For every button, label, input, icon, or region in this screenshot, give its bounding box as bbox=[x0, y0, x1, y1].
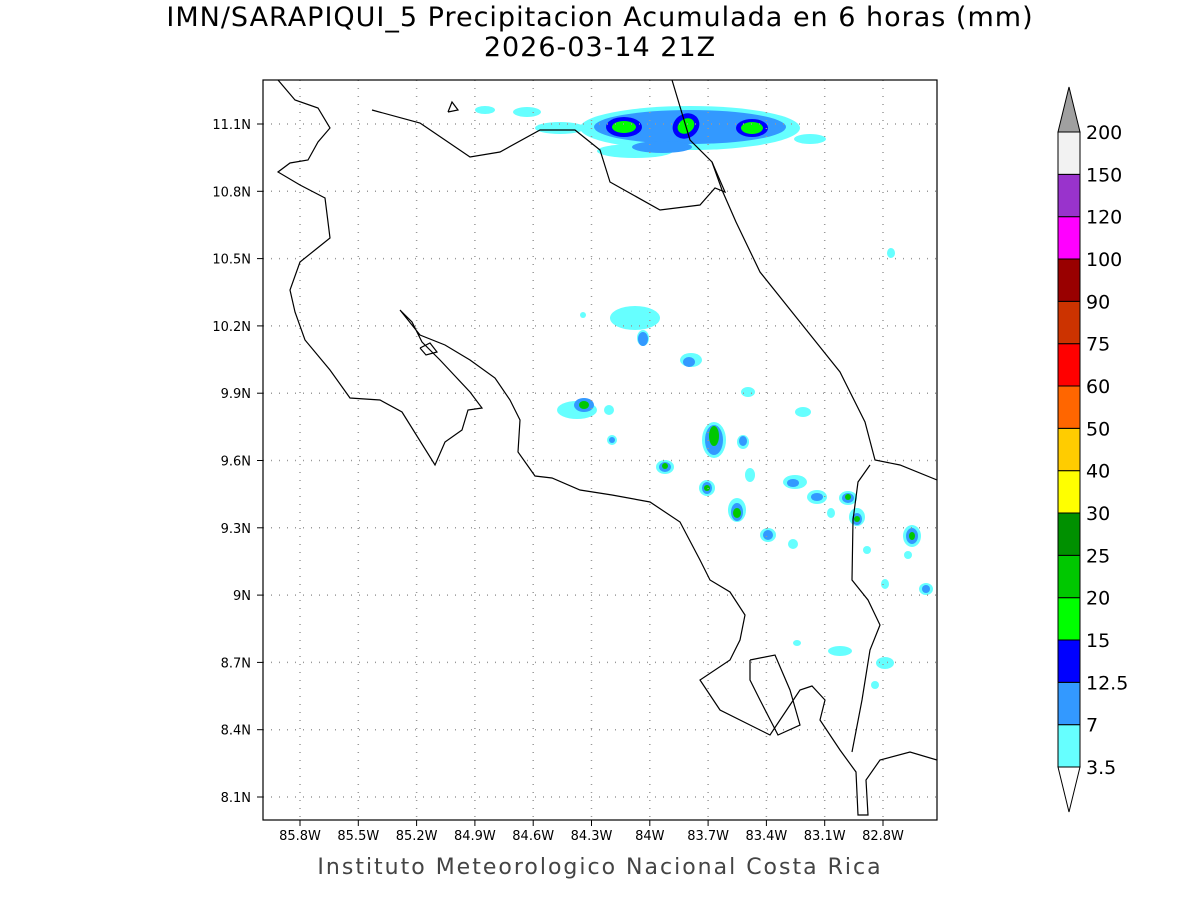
lon-tick-label: 82.8W bbox=[862, 829, 904, 844]
colorbar-label: 50 bbox=[1086, 418, 1110, 440]
colorbar-swatch bbox=[1057, 427, 1081, 472]
colorbar-swatch bbox=[1057, 343, 1081, 387]
map-date: 2026-03-14 21Z bbox=[483, 32, 717, 63]
colorbar-label: 40 bbox=[1086, 461, 1110, 483]
lat-tick-label: 10.2N bbox=[212, 320, 251, 335]
lat-tick-label: 10.8N bbox=[212, 185, 251, 200]
colorbar-label: 75 bbox=[1086, 334, 1110, 356]
precipitation-field bbox=[475, 106, 933, 689]
colorbar-label: 120 bbox=[1086, 207, 1122, 229]
longitude-axis: 85.8W 85.5W 85.2W 84.9W 84.6W 84.3W 84W 83.7W 83… bbox=[279, 820, 904, 844]
lat-tick-label: 8.7N bbox=[221, 656, 251, 671]
colorbar-swatch bbox=[1057, 216, 1081, 260]
colorbar-swatch bbox=[1057, 639, 1081, 683]
colorbar-swatch bbox=[1057, 681, 1081, 726]
colorbar-under-arrow bbox=[1057, 766, 1081, 813]
colorbar-label: 200 bbox=[1086, 122, 1122, 144]
lon-tick-label: 85.8W bbox=[279, 829, 321, 844]
colorbar-swatch bbox=[1057, 300, 1081, 345]
colorbar-label: 20 bbox=[1086, 588, 1110, 610]
colorbar-label: 7 bbox=[1086, 715, 1098, 737]
colorbar-swatch bbox=[1057, 512, 1081, 556]
colorbar-swatch bbox=[1057, 724, 1081, 768]
colorbar-over-arrow bbox=[1057, 86, 1081, 133]
colorbar-label: 30 bbox=[1086, 503, 1110, 525]
latitude-axis: 11.1N 10.8N 10.5N 10.2N 9.9N 9.6N 9.3N 9N 8.7N 8.… bbox=[212, 118, 263, 806]
lon-tick-label: 84.6W bbox=[512, 829, 554, 844]
lon-tick-label: 84.9W bbox=[454, 829, 496, 844]
lon-tick-label: 83.7W bbox=[687, 829, 729, 844]
lat-tick-label: 11.1N bbox=[212, 118, 251, 133]
colorbar-label: 90 bbox=[1086, 291, 1110, 313]
colorbar-label: 25 bbox=[1086, 545, 1110, 567]
lon-tick-label: 83.1W bbox=[804, 829, 846, 844]
colorbar-label: 100 bbox=[1086, 249, 1122, 271]
colorbar-swatch bbox=[1057, 597, 1081, 641]
colorbar-swatch bbox=[1057, 131, 1081, 175]
lat-tick-label: 9.6N bbox=[221, 455, 251, 470]
colorbar-swatch bbox=[1057, 470, 1081, 514]
lat-tick-label: 8.1N bbox=[221, 791, 251, 806]
lon-tick-label: 85.5W bbox=[337, 829, 379, 844]
lat-tick-label: 9.9N bbox=[221, 387, 251, 402]
colorbar-label: 150 bbox=[1086, 164, 1122, 186]
lon-tick-label: 85.2W bbox=[396, 829, 438, 844]
grid-lines bbox=[263, 80, 937, 820]
colorbar-label: 15 bbox=[1086, 630, 1110, 652]
footer-credit: Instituto Meteorologico Nacional Costa R… bbox=[317, 855, 883, 880]
plot-frame bbox=[262, 79, 938, 821]
colorbar-swatch bbox=[1057, 173, 1081, 218]
colorbar-swatch bbox=[1057, 385, 1081, 429]
coastlines bbox=[276, 80, 937, 816]
colorbar-label: 12.5 bbox=[1086, 672, 1128, 694]
lat-tick-label: 8.4N bbox=[221, 724, 251, 739]
colorbar-swatch bbox=[1057, 554, 1081, 599]
lon-tick-label: 83.4W bbox=[745, 829, 787, 844]
colorbar-label: 3.5 bbox=[1086, 757, 1116, 779]
map-title: IMN/SARAPIQUI_5 Precipitacion Acumulada … bbox=[166, 2, 1034, 33]
colorbar-label: 60 bbox=[1086, 376, 1110, 398]
lat-tick-label: 10.5N bbox=[212, 253, 251, 268]
colorbar-legend: 3.5 7 12.5 15 20 25 30 40 50 60 75 90 100 120 150 200 bbox=[1057, 86, 1128, 813]
colorbar-swatch bbox=[1057, 258, 1081, 302]
lon-tick-label: 84W bbox=[635, 829, 665, 844]
lon-tick-label: 84.3W bbox=[571, 829, 613, 844]
lat-tick-label: 9.3N bbox=[221, 522, 251, 537]
lat-tick-label: 9N bbox=[233, 589, 251, 604]
